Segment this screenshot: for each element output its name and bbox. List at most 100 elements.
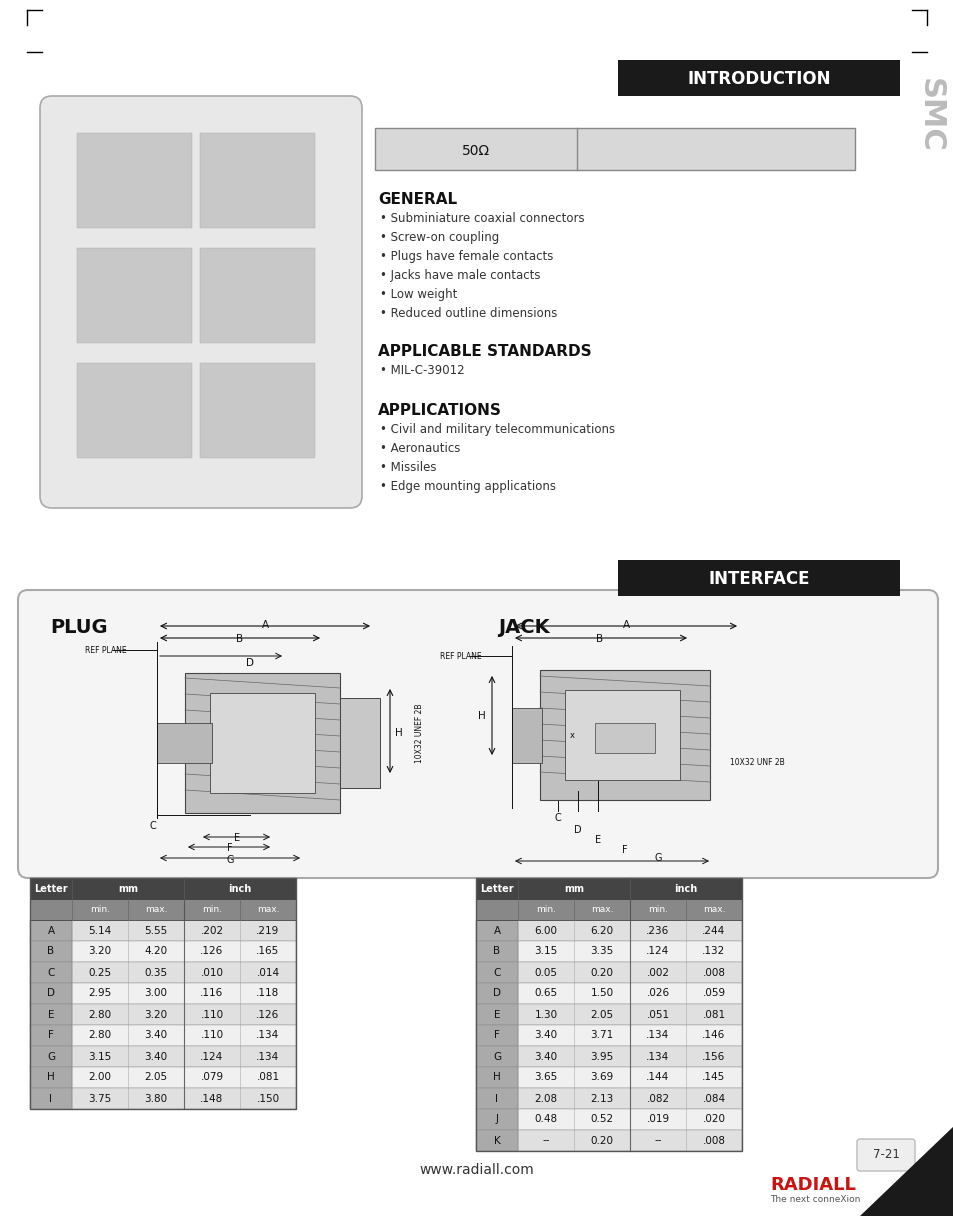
Bar — [71, 1046, 295, 1066]
Text: .020: .020 — [701, 1115, 724, 1125]
Bar — [517, 1046, 741, 1066]
Text: A: A — [621, 620, 629, 630]
FancyBboxPatch shape — [856, 1139, 914, 1171]
Text: .110: .110 — [200, 1009, 223, 1019]
Text: www.radiall.com: www.radiall.com — [419, 1162, 534, 1177]
Text: • Aeronautics: • Aeronautics — [379, 441, 460, 455]
Bar — [30, 962, 71, 983]
Bar — [517, 921, 741, 941]
Text: • Civil and military telecommunications: • Civil and military telecommunications — [379, 423, 615, 437]
Text: GENERAL: GENERAL — [377, 192, 456, 207]
Text: min.: min. — [90, 905, 110, 914]
Bar — [517, 1004, 741, 1025]
Text: G: G — [226, 855, 233, 865]
Text: REF PLANE: REF PLANE — [439, 652, 481, 662]
Bar — [185, 672, 339, 814]
FancyBboxPatch shape — [18, 590, 937, 878]
Text: mm: mm — [563, 884, 583, 894]
Bar — [210, 693, 314, 793]
Text: .084: .084 — [701, 1093, 725, 1103]
Text: • Missiles: • Missiles — [379, 461, 436, 474]
Text: 3.15: 3.15 — [534, 946, 558, 957]
Text: 2.13: 2.13 — [590, 1093, 613, 1103]
Bar — [476, 941, 517, 962]
Text: G: G — [493, 1052, 500, 1062]
Text: x: x — [569, 732, 574, 741]
Bar — [71, 962, 295, 983]
Text: .002: .002 — [646, 968, 669, 978]
Text: K: K — [493, 1136, 500, 1145]
Bar — [517, 1109, 741, 1130]
Text: 3.40: 3.40 — [144, 1052, 168, 1062]
Bar — [476, 1109, 517, 1130]
Bar — [71, 1088, 295, 1109]
Text: .156: .156 — [701, 1052, 725, 1062]
Text: SMC: SMC — [915, 78, 943, 152]
Text: 6.20: 6.20 — [590, 925, 613, 935]
Bar — [71, 1025, 295, 1046]
Text: • Low weight: • Low weight — [379, 288, 456, 302]
Bar — [476, 983, 517, 1004]
Text: .165: .165 — [256, 946, 279, 957]
Text: Letter: Letter — [479, 884, 514, 894]
Text: .134: .134 — [646, 1052, 669, 1062]
Text: .118: .118 — [256, 989, 279, 998]
Text: D: D — [47, 989, 55, 998]
Bar — [476, 1004, 517, 1025]
Text: .219: .219 — [256, 925, 279, 935]
Bar — [71, 941, 295, 962]
Text: 3.71: 3.71 — [590, 1030, 613, 1041]
Text: .059: .059 — [701, 989, 725, 998]
Text: --: -- — [541, 1136, 549, 1145]
Text: 3.40: 3.40 — [144, 1030, 168, 1041]
Bar — [30, 983, 71, 1004]
Text: 3.75: 3.75 — [89, 1093, 112, 1103]
Text: max.: max. — [702, 905, 724, 914]
Text: .144: .144 — [646, 1073, 669, 1082]
Text: min.: min. — [202, 905, 222, 914]
Text: A: A — [261, 620, 269, 630]
Text: H: H — [493, 1073, 500, 1082]
Text: • Plugs have female contacts: • Plugs have female contacts — [379, 250, 553, 263]
Bar — [30, 899, 295, 921]
Text: .082: .082 — [646, 1093, 669, 1103]
Text: inch: inch — [674, 884, 697, 894]
Text: INTERFACE: INTERFACE — [707, 570, 809, 589]
Bar — [157, 724, 212, 762]
Bar — [595, 724, 655, 753]
Text: G: G — [654, 852, 661, 863]
Text: max.: max. — [145, 905, 167, 914]
Text: 0.65: 0.65 — [534, 989, 557, 998]
Text: 2.05: 2.05 — [590, 1009, 613, 1019]
Bar — [512, 708, 541, 762]
Bar — [77, 133, 192, 229]
Text: .244: .244 — [701, 925, 725, 935]
Text: F: F — [48, 1030, 54, 1041]
Text: 6.00: 6.00 — [534, 925, 557, 935]
Bar — [618, 60, 899, 96]
Bar — [30, 1088, 71, 1109]
Text: • MIL-C-39012: • MIL-C-39012 — [379, 364, 464, 377]
Bar — [517, 1130, 741, 1152]
Text: JACK: JACK — [497, 618, 549, 637]
Bar — [517, 941, 741, 962]
Text: 3.15: 3.15 — [89, 1052, 112, 1062]
Text: 3.40: 3.40 — [534, 1030, 557, 1041]
Text: .126: .126 — [200, 946, 223, 957]
Text: mm: mm — [118, 884, 138, 894]
Polygon shape — [859, 1126, 953, 1216]
Text: A: A — [48, 925, 54, 935]
Text: 3.20: 3.20 — [89, 946, 112, 957]
Text: 50Ω: 50Ω — [461, 143, 489, 158]
Text: 2.80: 2.80 — [89, 1030, 112, 1041]
Text: APPLICATIONS: APPLICATIONS — [377, 402, 501, 418]
Text: E: E — [233, 833, 240, 843]
Text: max.: max. — [590, 905, 613, 914]
Text: E: E — [595, 835, 600, 845]
Bar — [30, 1046, 71, 1066]
Text: 2.95: 2.95 — [89, 989, 112, 998]
Text: .134: .134 — [256, 1052, 279, 1062]
Text: H: H — [47, 1073, 55, 1082]
Text: C: C — [48, 968, 54, 978]
Text: RADIALL: RADIALL — [769, 1176, 855, 1194]
